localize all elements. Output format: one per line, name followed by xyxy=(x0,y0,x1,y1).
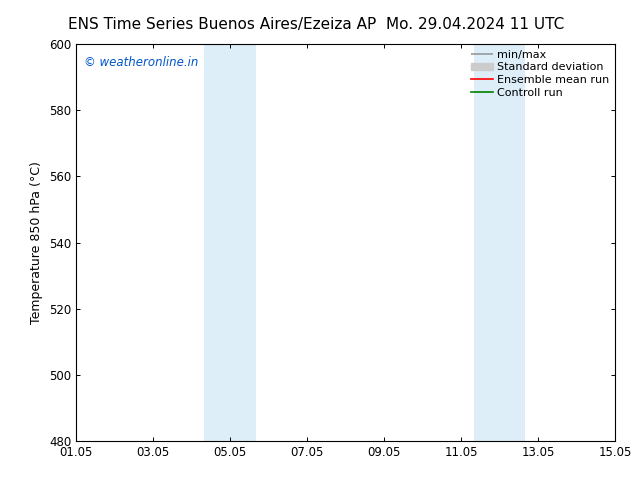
Text: Mo. 29.04.2024 11 UTC: Mo. 29.04.2024 11 UTC xyxy=(386,17,565,32)
Legend: min/max, Standard deviation, Ensemble mean run, Controll run: min/max, Standard deviation, Ensemble me… xyxy=(467,47,612,101)
Bar xyxy=(500,44,526,441)
Bar xyxy=(230,44,256,441)
Bar xyxy=(204,44,230,441)
Bar xyxy=(474,44,500,441)
Text: ENS Time Series Buenos Aires/Ezeiza AP: ENS Time Series Buenos Aires/Ezeiza AP xyxy=(68,17,376,32)
Y-axis label: Temperature 850 hPa (°C): Temperature 850 hPa (°C) xyxy=(30,161,43,324)
Text: © weatheronline.in: © weatheronline.in xyxy=(84,56,198,69)
